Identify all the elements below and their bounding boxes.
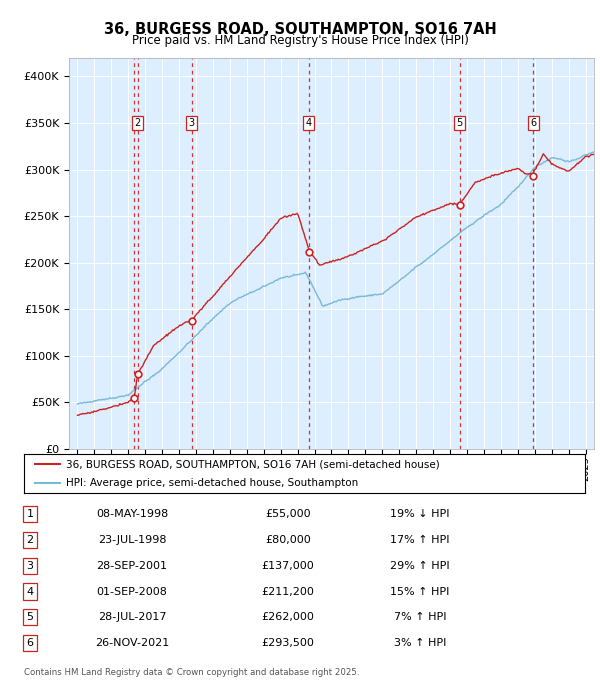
Text: 7% ↑ HPI: 7% ↑ HPI — [394, 613, 446, 622]
Text: 3: 3 — [26, 561, 34, 571]
Text: 5: 5 — [457, 118, 463, 128]
Text: 15% ↑ HPI: 15% ↑ HPI — [391, 587, 449, 596]
Text: 6: 6 — [26, 639, 34, 648]
Text: 6: 6 — [530, 118, 536, 128]
Text: 5: 5 — [26, 613, 34, 622]
Text: 26-NOV-2021: 26-NOV-2021 — [95, 639, 169, 648]
Text: £137,000: £137,000 — [262, 561, 314, 571]
Text: 28-SEP-2001: 28-SEP-2001 — [97, 561, 167, 571]
Text: 01-SEP-2008: 01-SEP-2008 — [97, 587, 167, 596]
Text: 17% ↑ HPI: 17% ↑ HPI — [390, 535, 450, 545]
Text: 4: 4 — [26, 587, 34, 596]
Text: 3% ↑ HPI: 3% ↑ HPI — [394, 639, 446, 648]
Text: £293,500: £293,500 — [262, 639, 314, 648]
Text: £211,200: £211,200 — [262, 587, 314, 596]
Text: HPI: Average price, semi-detached house, Southampton: HPI: Average price, semi-detached house,… — [66, 478, 358, 488]
Text: 28-JUL-2017: 28-JUL-2017 — [98, 613, 166, 622]
Text: £55,000: £55,000 — [265, 509, 311, 519]
Text: Contains HM Land Registry data © Crown copyright and database right 2025.: Contains HM Land Registry data © Crown c… — [24, 668, 359, 677]
Text: 36, BURGESS ROAD, SOUTHAMPTON, SO16 7AH: 36, BURGESS ROAD, SOUTHAMPTON, SO16 7AH — [104, 22, 496, 37]
Text: 4: 4 — [306, 118, 312, 128]
Text: £262,000: £262,000 — [262, 613, 314, 622]
Text: 3: 3 — [188, 118, 194, 128]
Text: 23-JUL-1998: 23-JUL-1998 — [98, 535, 166, 545]
Text: Price paid vs. HM Land Registry's House Price Index (HPI): Price paid vs. HM Land Registry's House … — [131, 34, 469, 47]
Text: 2: 2 — [134, 118, 141, 128]
Text: 36, BURGESS ROAD, SOUTHAMPTON, SO16 7AH (semi-detached house): 36, BURGESS ROAD, SOUTHAMPTON, SO16 7AH … — [66, 459, 440, 469]
Text: 1: 1 — [26, 509, 34, 519]
Text: 2: 2 — [26, 535, 34, 545]
Text: £80,000: £80,000 — [265, 535, 311, 545]
Text: 19% ↓ HPI: 19% ↓ HPI — [390, 509, 450, 519]
Text: 29% ↑ HPI: 29% ↑ HPI — [390, 561, 450, 571]
Text: 08-MAY-1998: 08-MAY-1998 — [96, 509, 168, 519]
